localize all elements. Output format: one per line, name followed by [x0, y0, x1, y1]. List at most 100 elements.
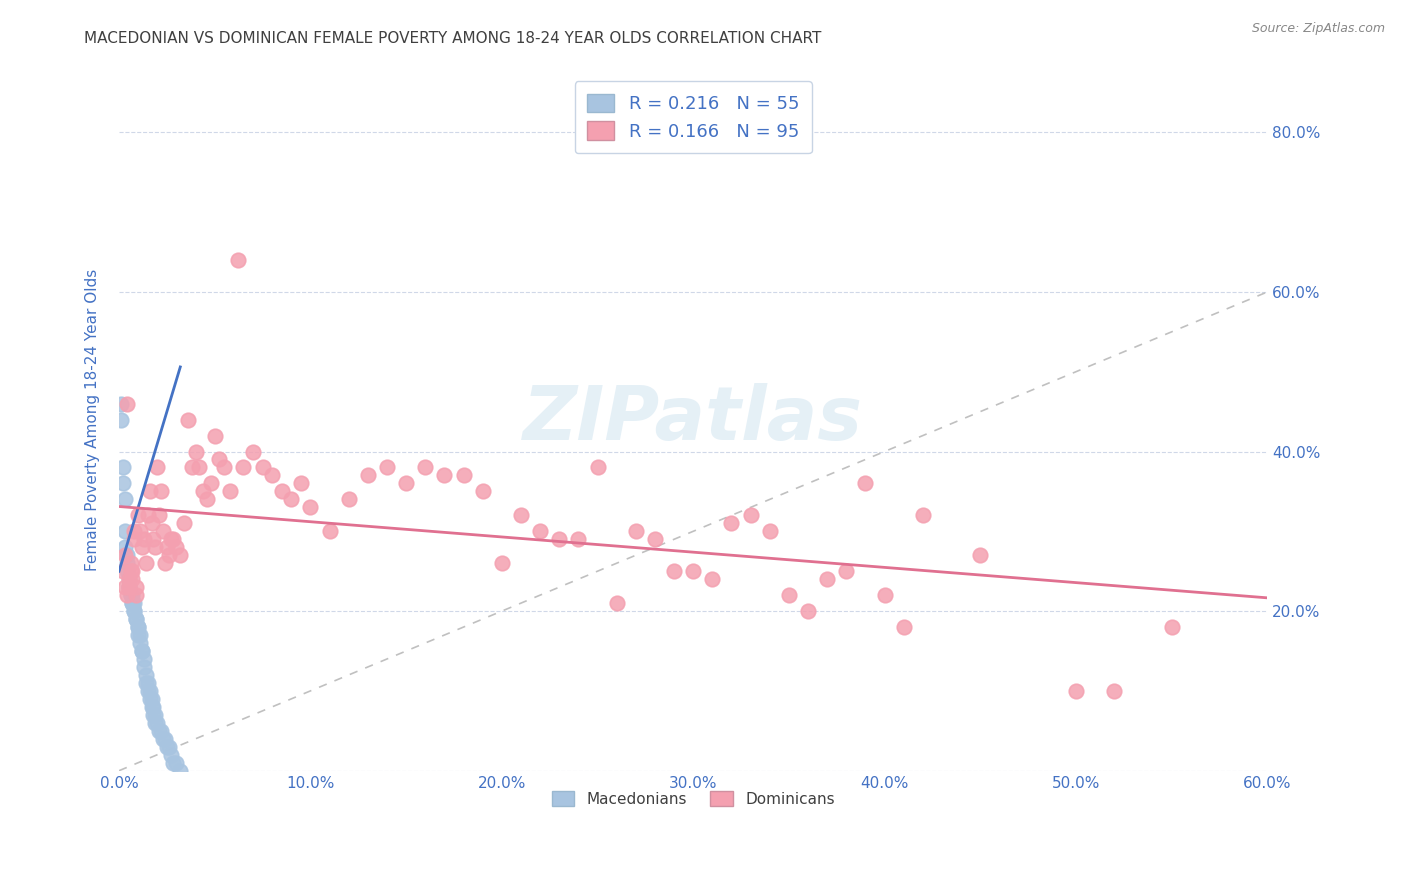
Point: [135, 676, 157, 690]
Point: [148, 723, 170, 738]
Point: [150, 723, 173, 738]
Point: [318, 524, 340, 539]
Point: [510, 508, 533, 523]
Point: [114, 541, 136, 555]
Point: [124, 533, 146, 547]
Point: [740, 508, 762, 523]
Point: [135, 668, 157, 682]
Point: [159, 533, 181, 547]
Point: [184, 444, 207, 458]
Point: [117, 580, 139, 594]
Point: [471, 484, 494, 499]
Point: [124, 524, 146, 539]
Point: [115, 564, 138, 578]
Point: [337, 492, 360, 507]
Point: [586, 460, 609, 475]
Text: Source: ZipAtlas.com: Source: ZipAtlas.com: [1251, 22, 1385, 36]
Point: [150, 484, 173, 499]
Point: [491, 556, 513, 570]
Point: [136, 676, 159, 690]
Point: [138, 691, 160, 706]
Point: [193, 484, 215, 499]
Point: [395, 476, 418, 491]
Point: [682, 564, 704, 578]
Point: [1102, 684, 1125, 698]
Point: [145, 707, 167, 722]
Point: [132, 652, 155, 666]
Text: ZIPatlas: ZIPatlas: [523, 383, 863, 456]
Point: [413, 460, 436, 475]
Point: [152, 731, 174, 746]
Text: MACEDONIAN VS DOMINICAN FEMALE POVERTY AMONG 18-24 YEAR OLDS CORRELATION CHART: MACEDONIAN VS DOMINICAN FEMALE POVERTY A…: [84, 31, 821, 46]
Point: [299, 500, 322, 515]
Point: [114, 492, 136, 507]
Point: [125, 580, 148, 594]
Point: [662, 564, 685, 578]
Point: [162, 533, 184, 547]
Point: [115, 548, 138, 562]
Point: [262, 468, 284, 483]
Point: [131, 541, 153, 555]
Point: [162, 756, 184, 770]
Point: [232, 460, 254, 475]
Point: [111, 564, 134, 578]
Point: [453, 468, 475, 483]
Point: [188, 460, 211, 475]
Point: [127, 508, 149, 523]
Point: [114, 548, 136, 562]
Point: [120, 564, 142, 578]
Point: [146, 715, 169, 730]
Point: [110, 412, 132, 426]
Point: [200, 476, 222, 491]
Point: [132, 533, 155, 547]
Point: [120, 588, 142, 602]
Point: [117, 580, 139, 594]
Point: [242, 444, 264, 458]
Point: [873, 588, 896, 602]
Point: [166, 541, 188, 555]
Point: [156, 541, 179, 555]
Point: [624, 524, 647, 539]
Point: [120, 556, 142, 570]
Point: [433, 468, 456, 483]
Point: [177, 412, 200, 426]
Point: [529, 524, 551, 539]
Point: [893, 620, 915, 634]
Point: [125, 612, 148, 626]
Point: [136, 508, 159, 523]
Point: [135, 556, 157, 570]
Point: [157, 548, 180, 562]
Point: [567, 533, 589, 547]
Point: [129, 628, 152, 642]
Point: [1064, 684, 1087, 698]
Point: [290, 476, 312, 491]
Point: [121, 572, 143, 586]
Point: [131, 644, 153, 658]
Point: [129, 524, 152, 539]
Point: [141, 516, 163, 531]
Point: [219, 484, 242, 499]
Point: [129, 636, 152, 650]
Point: [121, 596, 143, 610]
Point: [148, 508, 170, 523]
Point: [153, 556, 176, 570]
Point: [115, 397, 138, 411]
Point: [159, 747, 181, 762]
Point: [125, 612, 148, 626]
Point: [357, 468, 380, 483]
Point: [214, 460, 236, 475]
Point: [114, 580, 136, 594]
Point: [195, 492, 218, 507]
Point: [152, 524, 174, 539]
Point: [180, 460, 202, 475]
Point: [121, 588, 143, 602]
Point: [166, 756, 188, 770]
Point: [124, 604, 146, 618]
Point: [548, 533, 571, 547]
Point: [121, 596, 143, 610]
Point: [142, 533, 165, 547]
Point: [142, 699, 165, 714]
Point: [157, 739, 180, 754]
Point: [115, 556, 138, 570]
Point: [270, 484, 292, 499]
